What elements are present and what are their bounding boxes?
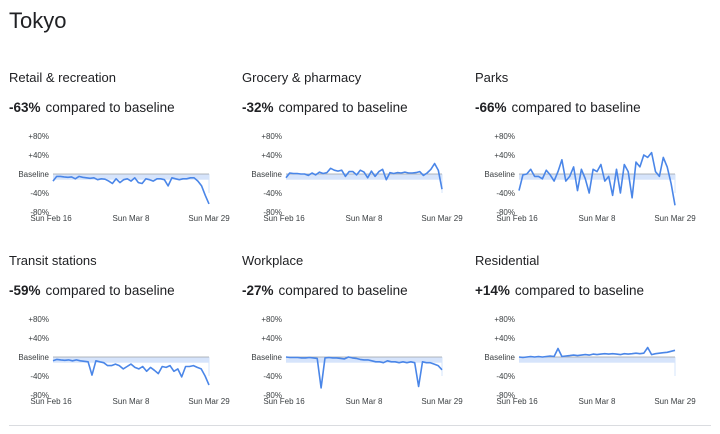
x-tick-label: Sun Mar 29	[654, 397, 696, 406]
x-tick-label: Sun Mar 29	[654, 214, 696, 223]
y-tick-label: +40%	[261, 334, 282, 343]
x-tick-label: Sun Feb 16	[496, 397, 538, 406]
y-tick-label: +80%	[28, 132, 49, 141]
series-line	[518, 151, 676, 206]
y-tick-label: -40%	[496, 372, 515, 381]
y-tick-label: -40%	[30, 372, 49, 381]
chart-summary: -66% compared to baseline	[475, 100, 641, 115]
change-caption: compared to baseline	[278, 100, 408, 115]
y-tick-label: +80%	[261, 315, 282, 324]
chart-summary: +14% compared to baseline	[475, 283, 644, 298]
change-caption: compared to baseline	[278, 283, 408, 298]
page-title: Tokyo	[9, 8, 67, 33]
y-tick-label: +40%	[494, 151, 515, 160]
chart-title: Retail & recreation	[9, 70, 116, 85]
y-tick-label: Baseline	[484, 170, 515, 179]
y-tick-label: +80%	[494, 132, 515, 141]
bottom-divider	[9, 425, 711, 426]
line-chart: +80% +40% Baseline -40% -80%Sun Feb 16 Sun Ma…	[18, 315, 230, 406]
chart-panel: Transit stations -59% compared to baseline…	[9, 253, 239, 433]
x-tick-label: Sun Mar 8	[579, 397, 616, 406]
baseline-band	[53, 357, 209, 363]
y-tick-label: -80%	[263, 208, 282, 217]
change-percent: -59%	[9, 283, 41, 298]
chart-panel: Retail & recreation -63% compared to basel…	[9, 70, 239, 250]
chart-title: Transit stations	[9, 253, 97, 268]
line-chart: +80% +40% Baseline -40% -80%Sun Feb 16 Sun Ma…	[484, 315, 696, 406]
chart-summary: -32% compared to baseline	[242, 100, 408, 115]
x-tick-label: Sun Mar 8	[579, 214, 616, 223]
y-tick-label: +80%	[261, 132, 282, 141]
chart-summary: -27% compared to baseline	[242, 283, 408, 298]
y-tick-label: +40%	[28, 151, 49, 160]
line-chart: +80% +40% Baseline -40% -80%Sun Feb 16 Sun Ma…	[251, 315, 463, 406]
x-tick-label: Sun Feb 16	[263, 214, 305, 223]
y-tick-label: Baseline	[18, 170, 49, 179]
chart-summary: -59% compared to baseline	[9, 283, 175, 298]
chart-panel: Residential +14% compared to baseline +80% +…	[475, 253, 705, 433]
y-tick-label: +40%	[261, 151, 282, 160]
y-tick-label: +80%	[28, 315, 49, 324]
series-line	[285, 356, 443, 389]
y-tick-label: Baseline	[484, 353, 515, 362]
baseline-band	[53, 174, 209, 180]
baseline-band	[519, 357, 675, 363]
change-caption: compared to baseline	[45, 100, 175, 115]
x-tick-label: Sun Feb 16	[30, 397, 72, 406]
y-tick-label: +40%	[494, 334, 515, 343]
change-caption: compared to baseline	[511, 100, 641, 115]
change-percent: -27%	[242, 283, 274, 298]
x-tick-label: Sun Mar 8	[346, 214, 383, 223]
chart-panel: Workplace -27% compared to baseline +80% +40…	[242, 253, 472, 433]
y-tick-label: Baseline	[251, 170, 282, 179]
baseline-band	[519, 174, 675, 180]
chart-title: Parks	[475, 70, 509, 85]
x-tick-label: Sun Mar 29	[188, 214, 230, 223]
x-tick-label: Sun Mar 8	[113, 214, 150, 223]
x-tick-label: Sun Mar 29	[188, 397, 230, 406]
change-percent: +14%	[475, 283, 510, 298]
change-percent: -32%	[242, 100, 274, 115]
y-tick-label: +40%	[28, 334, 49, 343]
x-tick-label: Sun Feb 16	[30, 214, 72, 223]
line-chart: +80% +40% Baseline -40% -80%Sun Feb 16 Sun Ma…	[18, 132, 230, 223]
y-tick-label: Baseline	[251, 353, 282, 362]
chart-title: Grocery & pharmacy	[242, 70, 362, 85]
line-chart: +80% +40% Baseline -40% -80%Sun Feb 16 Sun Ma…	[484, 132, 696, 223]
y-tick-label: -80%	[496, 391, 515, 400]
change-caption: compared to baseline	[45, 283, 175, 298]
y-tick-label: -80%	[496, 208, 515, 217]
y-tick-label: -80%	[30, 391, 49, 400]
x-tick-label: Sun Mar 29	[421, 397, 463, 406]
x-tick-label: Sun Mar 29	[421, 214, 463, 223]
change-percent: -66%	[475, 100, 507, 115]
y-tick-label: -40%	[30, 189, 49, 198]
series-line	[52, 358, 210, 386]
series-line	[285, 162, 443, 190]
y-tick-label: -80%	[263, 391, 282, 400]
y-tick-label: -80%	[30, 208, 49, 217]
change-percent: -63%	[9, 100, 41, 115]
chart-panel: Parks -66% compared to baseline +80% +40% Bas…	[475, 70, 705, 250]
x-tick-label: Sun Feb 16	[496, 214, 538, 223]
change-caption: compared to baseline	[514, 283, 644, 298]
chart-panel: Grocery & pharmacy -32% compared to baseli…	[242, 70, 472, 250]
line-chart: +80% +40% Baseline -40% -80%Sun Feb 16 Sun Ma…	[251, 132, 463, 223]
y-tick-label: -40%	[496, 189, 515, 198]
series-line	[52, 175, 210, 205]
chart-title: Residential	[475, 253, 540, 268]
y-tick-label: +80%	[494, 315, 515, 324]
chart-title: Workplace	[242, 253, 304, 268]
x-tick-label: Sun Feb 16	[263, 397, 305, 406]
series-line	[518, 346, 676, 359]
y-tick-label: -40%	[263, 372, 282, 381]
y-tick-label: -40%	[263, 189, 282, 198]
x-tick-label: Sun Mar 8	[346, 397, 383, 406]
baseline-band	[286, 174, 442, 180]
chart-summary: -63% compared to baseline	[9, 100, 175, 115]
y-tick-label: Baseline	[18, 353, 49, 362]
x-tick-label: Sun Mar 8	[113, 397, 150, 406]
